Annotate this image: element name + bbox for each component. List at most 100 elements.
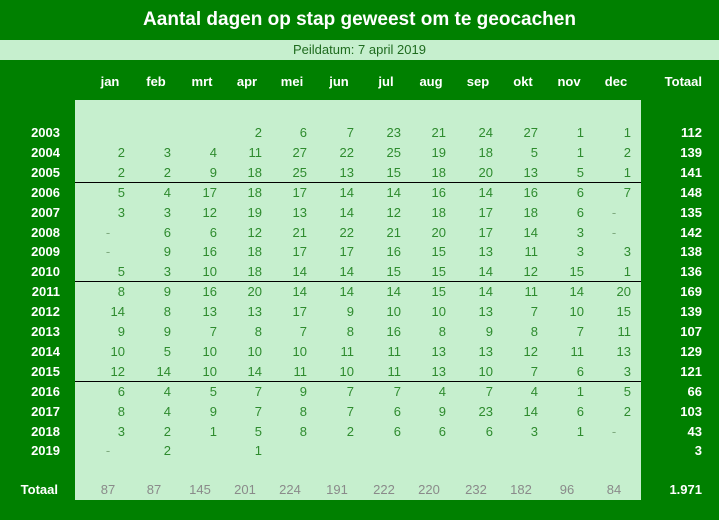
- value-cell: 15: [431, 284, 446, 300]
- value-cell: 19: [431, 144, 446, 160]
- value-cell: 11: [617, 324, 632, 339]
- value-cell: 13: [202, 304, 217, 320]
- value-cell: 13: [431, 343, 446, 359]
- column-header-total: Totaal: [664, 74, 702, 89]
- values-panel: [75, 100, 641, 500]
- value-cell: 9: [438, 403, 446, 419]
- column-header-jun: jun: [329, 74, 349, 89]
- table-row: 2015 12 14 10 14 11 10 11 13 10 7 6 3 121: [0, 362, 719, 382]
- row-total: 142: [680, 224, 702, 240]
- value-cell: 16: [523, 184, 538, 200]
- row-total: 103: [680, 403, 702, 419]
- value-cell: 14: [523, 403, 538, 419]
- value-cell: 13: [247, 304, 262, 320]
- value-cell: 12: [523, 264, 538, 280]
- column-total: 224: [279, 482, 301, 497]
- value-cell: 10: [569, 304, 584, 320]
- table-row: 2004 2 3 4 11 27 22 25 19 18 5 1 2 139: [0, 143, 719, 163]
- value-cell: 7: [485, 383, 493, 399]
- column-header-dec: dec: [604, 74, 628, 89]
- row-total: 3: [694, 443, 702, 459]
- value-cell: 9: [163, 244, 171, 260]
- row-total: 138: [680, 244, 702, 260]
- value-cell: 6: [393, 423, 401, 439]
- row-year: 2008: [31, 224, 60, 240]
- row-total: 141: [680, 164, 702, 180]
- group-separator: [75, 380, 641, 382]
- value-cell: 5: [163, 343, 171, 359]
- value-cell: 14: [110, 304, 125, 320]
- value-cell: 6: [576, 204, 584, 220]
- value-cell: 5: [117, 184, 125, 200]
- value-cell: 8: [254, 324, 262, 339]
- value-cell: 7: [393, 383, 401, 399]
- value-cell: 9: [163, 284, 171, 300]
- value-cell: -: [611, 224, 617, 240]
- row-total: 112: [681, 125, 702, 140]
- row-total: 107: [680, 324, 702, 339]
- value-cell: 27: [523, 125, 538, 140]
- value-cell: 7: [576, 324, 584, 339]
- row-total: 129: [680, 343, 702, 359]
- value-cell: 14: [478, 284, 493, 300]
- value-cell: 2: [163, 164, 171, 180]
- value-cell: 7: [346, 383, 354, 399]
- value-cell: 12: [110, 363, 125, 379]
- value-cell: 4: [163, 403, 171, 419]
- row-year: 2014: [31, 343, 60, 359]
- value-cell: 1: [576, 383, 584, 399]
- value-cell: 11: [293, 363, 308, 379]
- value-cell: 6: [576, 363, 584, 379]
- value-cell: 13: [478, 343, 493, 359]
- value-cell: 5: [530, 144, 538, 160]
- value-cell: 5: [254, 423, 262, 439]
- value-cell: 15: [386, 264, 401, 280]
- grand-total: 1.971: [669, 482, 702, 497]
- table-row: 2018 3 2 1 5 8 2 6 6 6 3 1 - 43: [0, 422, 719, 442]
- row-year: 2016: [31, 383, 60, 399]
- column-total: 84: [606, 482, 622, 497]
- column-header-jul: jul: [378, 74, 394, 89]
- table-row: 2003 2 6 7 23 21 24 27 1 1 112: [0, 123, 719, 143]
- row-year: 2017: [31, 403, 60, 419]
- value-cell: 24: [478, 125, 493, 140]
- column-total: 87: [100, 482, 116, 497]
- value-cell: 18: [523, 204, 538, 220]
- column-total: 232: [465, 482, 487, 497]
- value-cell: 6: [209, 224, 217, 240]
- value-cell: 1: [576, 144, 584, 160]
- value-cell: 25: [386, 144, 401, 160]
- row-year: 2012: [31, 304, 60, 320]
- value-cell: 14: [292, 284, 307, 300]
- value-cell: 3: [576, 224, 584, 240]
- row-year: 2019: [31, 443, 60, 459]
- column-total: 201: [234, 482, 256, 497]
- value-cell: 14: [386, 184, 401, 200]
- column-header-mrt: mrt: [191, 74, 213, 89]
- row-year: 2005: [31, 164, 60, 180]
- value-cell: 14: [292, 264, 307, 280]
- value-cell: 17: [292, 244, 307, 260]
- value-cell: 21: [386, 224, 401, 240]
- value-cell: 9: [117, 324, 125, 339]
- value-cell: 2: [163, 423, 171, 439]
- column-header-aug: aug: [419, 74, 443, 89]
- group-separator: [75, 181, 641, 183]
- value-cell: 16: [202, 244, 217, 260]
- value-cell: 16: [386, 324, 401, 339]
- value-cell: 17: [478, 224, 493, 240]
- value-cell: 4: [163, 383, 171, 399]
- value-cell: 1: [623, 164, 631, 180]
- value-cell: 14: [478, 264, 493, 280]
- row-total: 139: [680, 144, 702, 160]
- value-cell: 15: [386, 164, 401, 180]
- value-cell: 7: [299, 324, 307, 339]
- value-cell: 14: [386, 284, 401, 300]
- value-cell: 6: [438, 423, 446, 439]
- value-cell: 8: [163, 304, 171, 320]
- table-row: 2016 6 4 5 7 9 7 7 4 7 4 1 5 66: [0, 382, 719, 402]
- value-cell: 3: [623, 244, 631, 260]
- column-total: 182: [510, 482, 532, 497]
- value-cell: 18: [431, 164, 446, 180]
